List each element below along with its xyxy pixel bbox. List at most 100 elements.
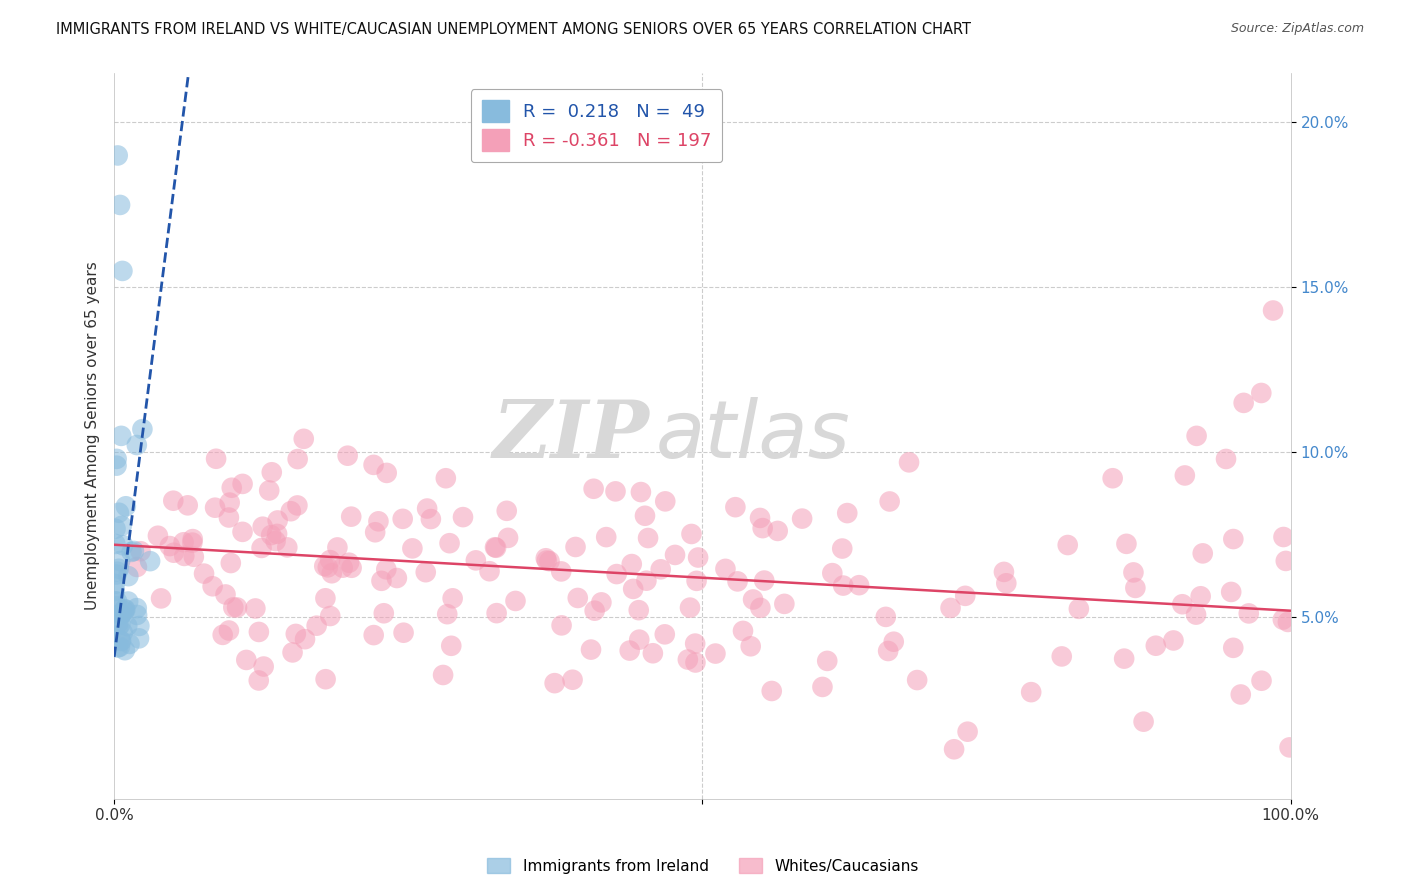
Point [337,556,360,570]
Point [664,548,686,562]
Point [1278,740,1301,755]
Point [114,643,136,657]
Point [117,619,139,633]
Point [434,471,457,485]
Point [245,601,267,615]
Point [1275,554,1298,568]
Point [247,624,270,639]
Point [125,607,148,622]
Point [105,594,128,608]
Point [104,577,127,591]
Point [495,504,517,518]
Point [205,451,228,466]
Point [595,530,617,544]
Point [110,634,132,648]
Point [1185,429,1208,443]
Point [375,466,398,480]
Point [125,601,148,615]
Point [319,609,342,624]
Point [1233,396,1256,410]
Point [905,673,928,687]
Point [105,565,128,579]
Point [401,541,423,556]
Point [654,494,676,508]
Point [117,594,139,608]
Point [943,742,966,756]
Point [619,643,641,657]
Point [107,148,129,162]
Point [232,476,254,491]
Point [173,549,195,563]
Point [415,565,437,579]
Point [226,600,249,615]
Point [683,637,706,651]
Point [543,676,565,690]
Point [218,510,240,524]
Point [162,493,184,508]
Point [464,553,486,567]
Point [1185,607,1208,622]
Point [1101,471,1123,485]
Point [685,656,707,670]
Point [606,567,628,582]
Point [163,546,186,560]
Point [550,618,572,632]
Point [150,591,173,606]
Point [419,512,441,526]
Point [1215,452,1237,467]
Point [218,624,240,638]
Point [742,592,765,607]
Point [104,584,127,599]
Point [688,550,710,565]
Point [287,452,309,467]
Point [1222,640,1244,655]
Point [478,564,501,578]
Point [316,560,339,574]
Text: IMMIGRANTS FROM IRELAND VS WHITE/CAUCASIAN UNEMPLOYMENT AMONG SENIORS OVER 65 YE: IMMIGRANTS FROM IRELAND VS WHITE/CAUCASI… [56,22,972,37]
Point [139,554,162,568]
Point [340,509,363,524]
Point [496,531,519,545]
Point [630,485,652,500]
Point [105,458,128,473]
Point [1115,537,1137,551]
Point [1229,688,1251,702]
Point [939,601,962,615]
Point [105,451,128,466]
Point [129,544,152,558]
Point [250,541,273,555]
Point [257,483,280,498]
Point [125,560,148,574]
Point [314,559,336,574]
Point [183,549,205,564]
Point [650,562,672,576]
Point [627,603,650,617]
Point [214,587,236,601]
Point [704,647,727,661]
Point [231,524,253,539]
Point [1019,685,1042,699]
Point [260,528,283,542]
Point [634,508,657,523]
Point [305,618,328,632]
Point [761,684,783,698]
Point [621,582,644,596]
Point [724,500,747,515]
Point [211,628,233,642]
Point [1122,566,1144,580]
Point [111,264,134,278]
Point [321,566,343,581]
Point [740,640,762,654]
Point [749,600,772,615]
Point [114,602,136,616]
Point [391,512,413,526]
Point [561,673,583,687]
Point [441,591,464,606]
Point [276,541,298,555]
Point [112,538,135,552]
Point [993,565,1015,579]
Point [104,522,127,536]
Point [314,591,336,606]
Point [956,724,979,739]
Point [1056,538,1078,552]
